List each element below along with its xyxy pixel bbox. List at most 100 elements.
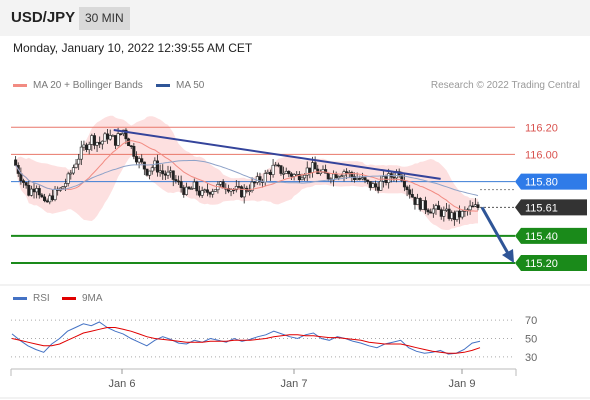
candle-body: [271, 164, 275, 175]
candle: [132, 143, 136, 160]
trendline: [113, 129, 441, 180]
candle-body: [79, 146, 83, 160]
candle-body: [295, 174, 299, 176]
candle-body: [211, 191, 215, 195]
candle: [211, 188, 215, 198]
level-label-115.61: 115.61: [525, 202, 558, 214]
candle-body: [111, 135, 115, 137]
candle: [313, 156, 317, 170]
candle: [77, 153, 81, 170]
candle-body: [266, 171, 270, 174]
candle-body: [297, 174, 301, 181]
legend-rsi-swatch: [13, 296, 27, 300]
candle-body: [22, 180, 26, 183]
candle-body: [148, 170, 152, 176]
rsi-9ma-line: [11, 327, 481, 354]
candle-body: [360, 177, 364, 180]
level-tag-115.40: 115.40: [515, 227, 587, 244]
candle: [418, 197, 422, 212]
candle: [258, 172, 262, 186]
candle-body: [179, 181, 183, 188]
candle: [14, 156, 18, 167]
level-tag-115.20: 115.20: [515, 255, 587, 271]
candle: [350, 170, 354, 182]
timestamp: Monday, January 10, 2022 12:39:55 AM CET: [13, 41, 253, 55]
candle-body: [442, 210, 446, 217]
candle-body: [103, 133, 107, 142]
candle: [250, 177, 254, 193]
candle: [287, 170, 291, 178]
candle: [24, 182, 28, 189]
forecast-arrow-shaft: [480, 206, 512, 258]
level-tag-115.61: 115.61: [515, 199, 587, 216]
candle-body: [282, 172, 286, 175]
candle-body: [27, 184, 31, 196]
candle-body: [77, 158, 81, 165]
level-label-115.20: 115.20: [525, 258, 558, 270]
instrument-title: USD/JPY: [11, 9, 76, 26]
candle-body: [203, 189, 207, 192]
level-tag-bg: [515, 199, 587, 216]
candle: [271, 158, 275, 178]
candle-body: [140, 158, 144, 163]
candle-body: [127, 138, 131, 147]
candle-body: [205, 189, 209, 193]
candle-body: [95, 142, 99, 146]
candle-body: [134, 156, 138, 163]
x-tick-label: Jan 6: [109, 378, 136, 390]
timeframe-button[interactable]: 30 MIN: [79, 7, 130, 30]
x-tick-label: Jan 7: [281, 378, 308, 390]
candle-body: [324, 169, 328, 174]
candle-body: [90, 135, 94, 145]
candle: [240, 185, 244, 198]
candle-body: [184, 186, 188, 195]
candle: [22, 178, 26, 188]
candle-body: [468, 205, 472, 211]
candle-body: [408, 189, 412, 195]
candle-body: [310, 162, 314, 173]
candle: [410, 188, 414, 198]
candle-body: [32, 188, 36, 193]
candle-body: [190, 188, 194, 190]
candle: [69, 170, 73, 180]
candle-body: [43, 196, 47, 202]
candle-body: [242, 187, 246, 198]
candle: [66, 171, 70, 187]
candle-body: [423, 200, 427, 211]
candle: [150, 165, 154, 175]
candle: [242, 184, 246, 204]
candle-body: [363, 177, 367, 181]
candle-body: [234, 186, 238, 191]
candle: [200, 186, 204, 199]
candle-body: [434, 205, 438, 210]
legend-rsi-label: RSI: [33, 293, 50, 304]
candle-body: [368, 181, 372, 188]
rsi-tick-30: 30: [525, 352, 537, 364]
candle: [234, 179, 238, 193]
candle-body: [108, 135, 112, 140]
candle: [421, 200, 425, 210]
ma50-line: [15, 159, 479, 197]
candle: [374, 180, 378, 191]
candle-body: [106, 133, 110, 140]
candle: [195, 180, 199, 196]
level-tag-bg: [515, 173, 587, 190]
candle-body: [177, 180, 181, 183]
candle-body: [326, 172, 330, 180]
candle-body: [458, 210, 462, 218]
bollinger-band: [15, 115, 478, 230]
candle-body: [455, 210, 459, 220]
candle-body: [263, 173, 267, 183]
candle: [213, 189, 217, 192]
candle-body: [213, 189, 217, 192]
candle-body: [200, 190, 204, 196]
candle: [171, 170, 175, 187]
legend-ma20-label: MA 20 + Bollinger Bands: [33, 80, 143, 91]
candle-body: [64, 183, 68, 187]
candle-body: [258, 176, 262, 182]
candle-body: [74, 163, 78, 168]
candle-body: [444, 208, 448, 211]
candle: [108, 129, 112, 141]
candle: [297, 171, 301, 183]
